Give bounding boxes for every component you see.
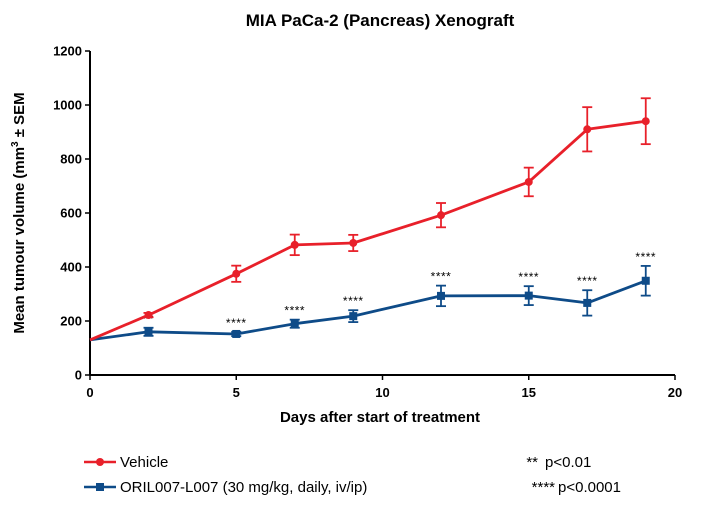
series-line	[89, 279, 647, 342]
data-point	[524, 177, 533, 186]
significance-label: ****	[635, 250, 656, 264]
y-axis-title-main: Mean tumour volume (mm	[11, 147, 28, 334]
sig-key-text-1: p<0.01	[545, 454, 591, 471]
axes	[89, 51, 675, 376]
y-tick-label: 200	[60, 314, 82, 329]
series-line	[89, 119, 646, 342]
y-tick-label: 800	[60, 152, 82, 167]
series-layer: ******************************	[89, 97, 656, 342]
y-tick-label: 1200	[53, 44, 82, 59]
x-axis-ticks: 0 5 10 15 20	[86, 375, 682, 400]
significance-label: ****	[343, 294, 364, 308]
legend-item-vehicle: Vehicle	[84, 454, 168, 471]
significance-label: ****	[431, 270, 452, 284]
legend-oril-marker	[96, 483, 104, 491]
y-tick-label: 400	[60, 260, 82, 275]
data-point	[349, 312, 358, 321]
y-tick-label: 0	[75, 368, 82, 383]
significance-label: ****	[284, 304, 305, 318]
sig-key-symbol-1: **	[526, 454, 538, 471]
data-point	[232, 269, 241, 278]
significance-key: ** p<0.01 **** p<0.0001	[526, 454, 621, 496]
data-point	[437, 291, 445, 300]
legend-vehicle-label: Vehicle	[120, 454, 168, 471]
series-oril: ******************************	[89, 250, 656, 342]
legend: Vehicle ORIL007-L007 (30 mg/kg, daily, i…	[84, 454, 367, 496]
legend-vehicle-marker	[96, 458, 104, 466]
x-tick-label: 20	[668, 385, 682, 400]
sig-key-text-2: p<0.0001	[558, 479, 621, 496]
data-point	[641, 276, 650, 285]
data-point	[144, 311, 153, 320]
y-axis-ticks: 0 200 400 600 800 1000 1200	[53, 44, 90, 383]
x-tick-label: 0	[86, 385, 93, 400]
x-tick-label: 5	[233, 385, 240, 400]
x-tick-label: 15	[522, 385, 536, 400]
data-point	[583, 125, 592, 134]
x-tick-label: 10	[375, 385, 389, 400]
data-point	[290, 319, 299, 328]
data-point	[144, 327, 153, 336]
data-point	[583, 298, 592, 307]
data-point	[290, 240, 299, 249]
significance-label: ****	[577, 274, 598, 288]
y-tick-label: 1000	[53, 98, 82, 113]
y-tick-label: 600	[60, 206, 82, 221]
sig-key-symbol-2: ****	[532, 479, 556, 496]
x-axis-title: Days after start of treatment	[280, 409, 480, 426]
y-axis-title: Mean tumour volume (mm3 ± SEM	[10, 92, 28, 333]
data-point	[437, 211, 445, 220]
legend-oril-label: ORIL007-L007 (30 mg/kg, daily, iv/ip)	[120, 479, 367, 496]
significance-label: ****	[226, 316, 247, 330]
data-point	[349, 238, 358, 247]
y-axis-title-suffix: ± SEM	[11, 92, 28, 141]
series-vehicle	[89, 97, 651, 342]
chart-title: MIA PaCa-2 (Pancreas) Xenograft	[246, 11, 515, 30]
data-point	[524, 291, 533, 300]
legend-item-oril: ORIL007-L007 (30 mg/kg, daily, iv/ip)	[84, 479, 367, 496]
data-point	[641, 117, 650, 126]
y-axis-title-superscript: 3	[10, 141, 21, 147]
significance-label: ****	[518, 270, 539, 284]
data-point	[232, 329, 241, 338]
